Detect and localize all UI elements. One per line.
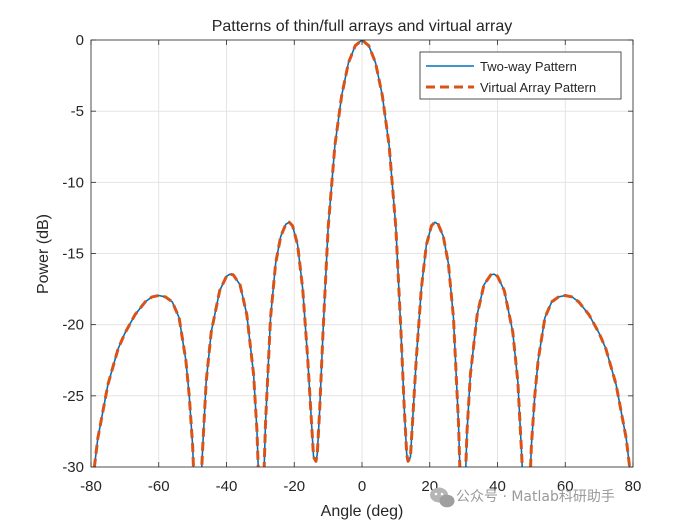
y-tick-label: -30 [62,459,84,476]
x-tick-label: -40 [216,478,238,495]
y-tick-label: -20 [62,317,84,334]
x-tick-label: 80 [625,478,642,495]
legend-label-two-way: Two-way Pattern [480,59,577,74]
y-tick-label: -10 [62,174,84,191]
x-tick-label: -60 [148,478,170,495]
watermark: 公众号 · Matlab科研助手 [430,487,615,508]
legend-label-virtual: Virtual Array Pattern [480,80,596,95]
x-tick-label: -20 [283,478,305,495]
x-axis-label: Angle (deg) [321,503,404,520]
y-tick-labels: 0 -5 -10 -15 -20 -25 -30 [62,32,84,476]
x-tick-labels: -80 -60 -40 -20 0 20 40 60 80 [80,478,641,495]
x-tick-label: 40 [489,478,506,495]
y-tick-label: -25 [62,388,84,405]
x-tick-label: 60 [557,478,574,495]
watermark-text: 公众号 · Matlab科研助手 [456,489,615,505]
chart-title: Patterns of thin/full arrays and virtual… [212,18,513,35]
y-tick-label: -5 [71,103,84,120]
y-tick-label: 0 [76,32,84,49]
x-tick-label: 0 [358,478,366,495]
legend-box [419,51,622,100]
axis-ticks [90,39,634,468]
wechat-icon [430,487,455,508]
y-tick-label: -15 [62,246,84,263]
y-axis-label: Power (dB) [35,214,52,294]
legend: Two-way Pattern Virtual Array Pattern [419,51,622,100]
x-tick-label: -80 [80,478,102,495]
